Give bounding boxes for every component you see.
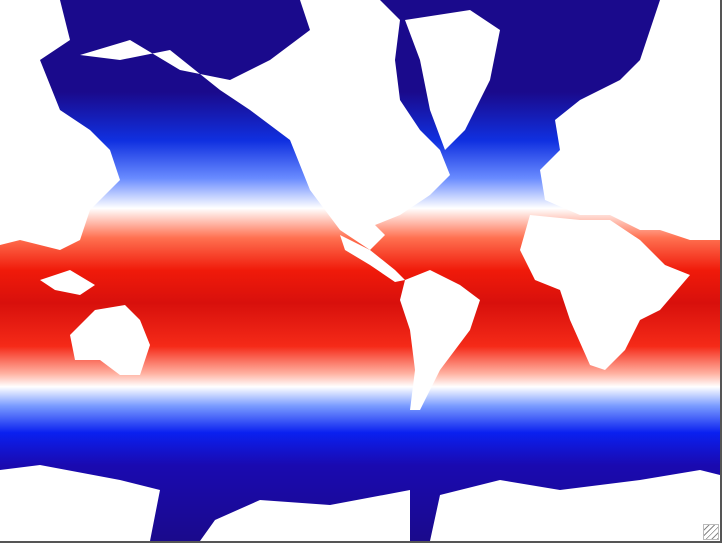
asia-east: [0, 0, 120, 250]
greenland: [405, 10, 500, 150]
indonesia: [40, 270, 95, 295]
africa: [520, 215, 690, 370]
south-america: [400, 270, 480, 410]
resize-grip-icon[interactable]: [703, 524, 719, 540]
window-border-bottom: [0, 541, 722, 543]
central-america: [340, 235, 405, 282]
eurasia: [540, 0, 720, 240]
north-america: [80, 0, 450, 250]
australia: [70, 305, 150, 375]
window-border-right: [720, 0, 722, 543]
antarctica: [0, 465, 720, 541]
